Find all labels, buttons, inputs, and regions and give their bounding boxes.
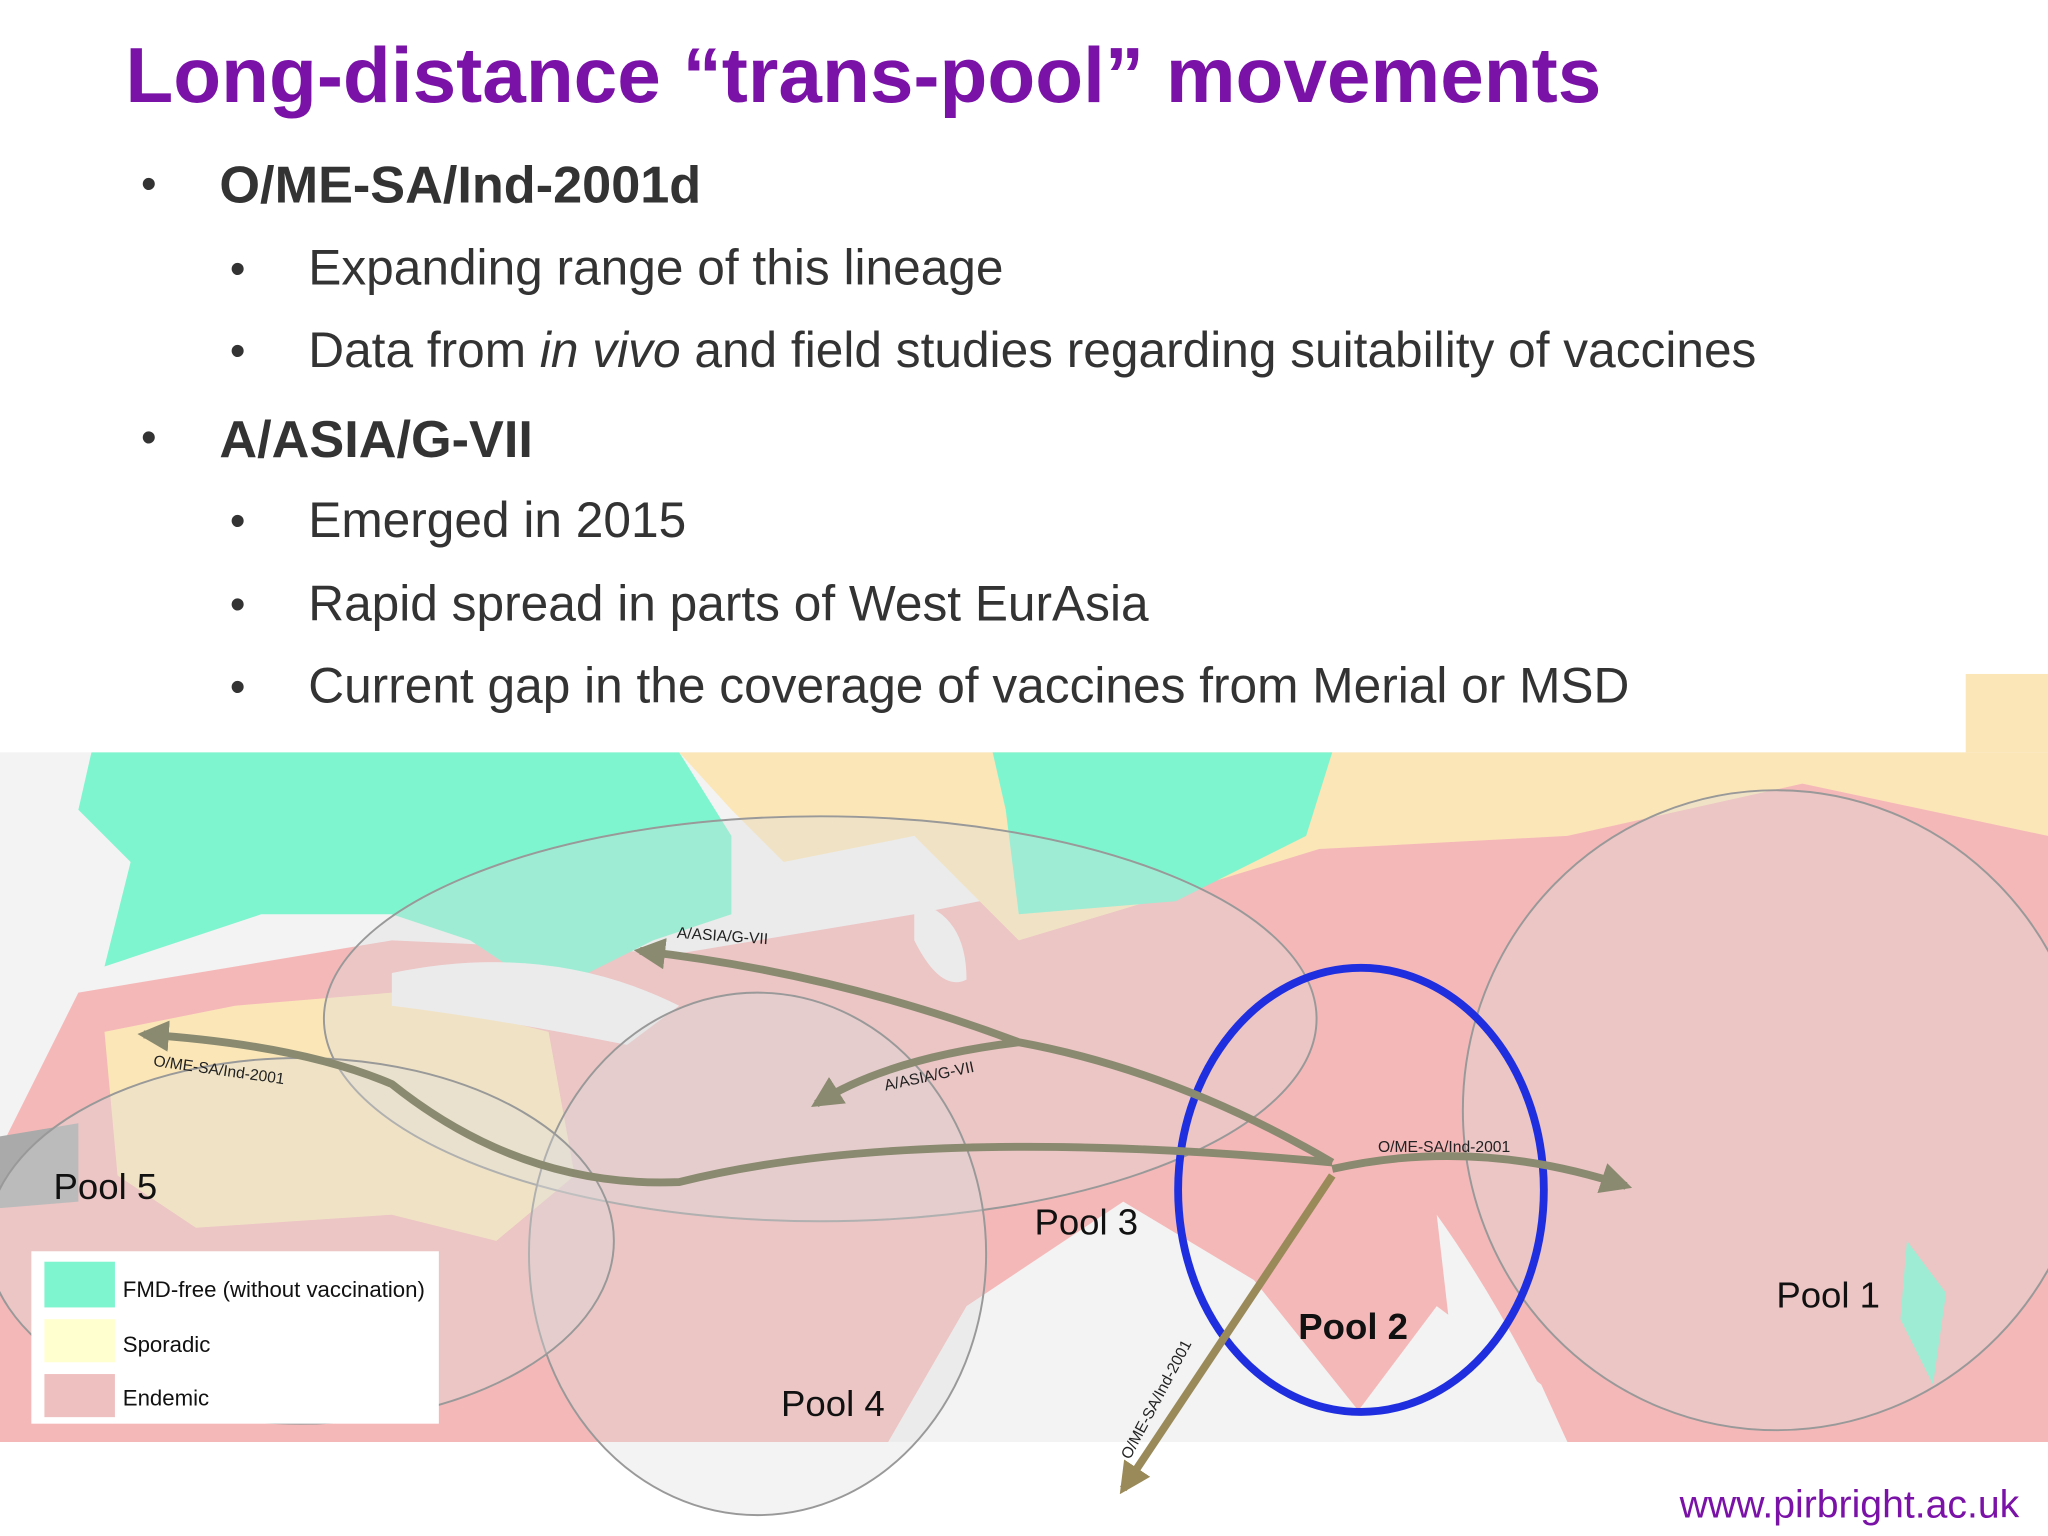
legend-swatch (44, 1261, 115, 1308)
map-endemic (0, 757, 2048, 1442)
text-run: in vivo (540, 322, 681, 378)
pool-2-highlight (1174, 963, 1548, 1416)
map-fmd-free (992, 752, 1333, 915)
sub-bullet: Expanding range of this lineage (308, 240, 1003, 296)
sub-bullet: Emerged in 2015 (308, 492, 686, 548)
map-sea (966, 1306, 1346, 1442)
pool-ellipse (1461, 789, 2048, 1432)
arrow (1331, 1152, 1633, 1193)
map-sea (391, 962, 680, 1045)
bullet-dot: • (230, 497, 246, 546)
sub-bullet: Data from in vivo and field studies rega… (308, 322, 1756, 378)
legend: FMD-free (without vaccination) Sporadic … (31, 1251, 439, 1424)
map-region (1965, 673, 2048, 753)
map-region (0, 1123, 79, 1209)
map-sporadic (104, 992, 575, 1241)
map-sea (914, 901, 967, 983)
pool-ellipses (0, 789, 2048, 1517)
legend-swatch (44, 1319, 115, 1363)
legend-swatch (44, 1374, 115, 1418)
bullet-dot: • (141, 413, 157, 462)
map-fmd-free (1900, 1240, 1947, 1385)
bullet-dot: • (141, 160, 157, 209)
map: A/ASIA/G-VII A/ASIA/G-VII O/ME-SA/Ind-20… (0, 673, 2048, 1517)
text-run: and field studies regarding suitability … (681, 322, 1757, 378)
arrow (137, 1020, 1333, 1187)
footer-url: www.pirbright.ac.uk (1679, 1484, 2020, 1527)
pool-ellipse (322, 815, 1318, 1223)
pool-label: Pool 4 (781, 1383, 885, 1424)
pool-label: Pool 2 (1298, 1306, 1408, 1347)
bullet: O/ME-SA/Ind-2001d (219, 156, 701, 214)
text-run: Data from (308, 322, 540, 378)
pool-ellipse (528, 991, 988, 1517)
pool-label: Pool 5 (54, 1166, 158, 1207)
legend-label: Endemic (123, 1385, 209, 1410)
bullet-dot: • (230, 580, 246, 629)
bullet: A/ASIA/G-VII (219, 411, 532, 469)
arrow-label: O/ME-SA/Ind-2001 (1378, 1139, 1510, 1156)
arrow (811, 1038, 1020, 1108)
arrows (137, 938, 1633, 1495)
arrow-label: A/ASIA/G-VII (676, 925, 768, 948)
bullet-dot: • (230, 662, 246, 711)
map-fmd-free (78, 752, 732, 993)
arrow (1119, 1173, 1336, 1495)
bullet-dot: • (230, 244, 246, 293)
legend-label: FMD-free (without vaccination) (123, 1277, 425, 1302)
pool-label: Pool 1 (1776, 1274, 1880, 1315)
bullet-list: • O/ME-SA/Ind-2001d • Expanding range of… (141, 156, 1756, 713)
pool-label: Pool 3 (1034, 1201, 1138, 1242)
sub-bullet: Rapid spread in parts of West EurAsia (308, 575, 1149, 631)
bullet-dot: • (230, 327, 246, 376)
slide-title: Long-distance “trans-pool” movements (125, 31, 1601, 119)
legend-label: Sporadic (123, 1332, 211, 1357)
sub-bullet: Current gap in the coverage of vaccines … (308, 658, 1629, 714)
